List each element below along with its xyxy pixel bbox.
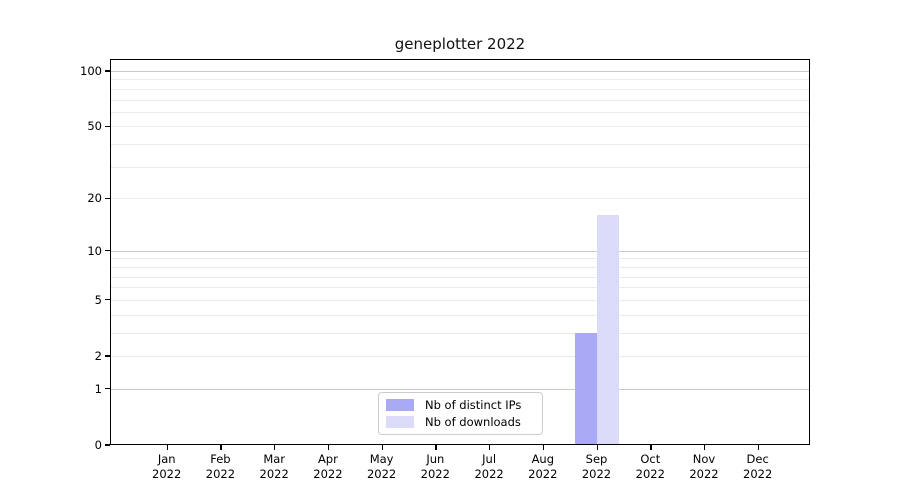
y-tick-label: 100 <box>80 64 102 78</box>
gridline-minor <box>110 144 810 146</box>
y-tick-mark <box>105 299 110 301</box>
x-tick-month: Feb <box>210 452 231 466</box>
gridline-minor <box>110 126 810 128</box>
gridline-major <box>110 388 810 390</box>
x-tick-label: Dec 2022 <box>730 452 786 482</box>
y-tick-mark <box>105 125 110 128</box>
x-tick-year: 2022 <box>528 467 558 481</box>
x-tick-mark <box>650 445 652 450</box>
legend-label-downloads: Nb of downloads <box>425 415 521 429</box>
x-tick-label: Jun 2022 <box>407 452 463 482</box>
x-tick-mark <box>166 445 168 450</box>
x-tick-month: Sep <box>585 452 608 466</box>
legend-swatch-distinct-ips <box>386 399 414 411</box>
x-tick-month: Aug <box>531 452 555 466</box>
x-tick-year: 2022 <box>743 467 773 481</box>
x-tick-month: Apr <box>317 452 338 466</box>
x-tick-label: Nov 2022 <box>676 452 732 482</box>
gridline-minor <box>110 88 810 90</box>
x-tick-year: 2022 <box>366 467 397 481</box>
x-tick-month: May <box>369 452 394 466</box>
y-tick-label: 10 <box>87 243 102 258</box>
x-tick-year: 2022 <box>474 467 504 481</box>
x-tick-year: 2022 <box>313 467 343 481</box>
x-tick-label: Apr 2022 <box>300 452 356 482</box>
gridline-minor <box>110 266 810 268</box>
y-tick-mark <box>105 388 110 390</box>
x-tick-label: Sep 2022 <box>569 452 625 482</box>
x-tick-mark <box>435 445 437 450</box>
x-tick-month: Mar <box>263 452 286 466</box>
plot-frame <box>110 59 810 445</box>
x-tick-mark <box>327 445 330 450</box>
y-tick-label: 1 <box>94 381 102 396</box>
x-tick-month: Nov <box>692 452 716 466</box>
gridline-major <box>110 250 810 252</box>
gridline-minor <box>110 258 810 260</box>
y-tick-label: 50 <box>87 119 102 134</box>
x-tick-mark <box>596 445 598 450</box>
y-tick-mark <box>105 70 110 72</box>
y-tick-mark <box>105 355 110 357</box>
legend: Nb of distinct IPs Nb of downloads <box>378 392 543 435</box>
x-tick-label: Mar 2022 <box>246 452 302 482</box>
gridline-minor <box>110 299 810 301</box>
legend-label-distinct-ips: Nb of distinct IPs <box>425 398 522 412</box>
x-tick-year: 2022 <box>420 467 450 481</box>
gridline-minor <box>110 99 810 101</box>
gridline-major <box>110 71 810 72</box>
y-tick-mark <box>105 197 110 199</box>
gridline-minor <box>110 314 810 316</box>
legend-swatch-downloads <box>386 416 414 428</box>
x-tick-mark <box>542 445 545 450</box>
gridline-minor <box>110 276 810 278</box>
x-tick-mark <box>489 445 491 450</box>
x-tick-year: 2022 <box>581 467 612 481</box>
gridline-minor <box>110 79 810 81</box>
y-tick-mark <box>105 250 110 252</box>
gridline-minor <box>110 332 810 334</box>
gridline-minor <box>110 356 810 357</box>
x-tick-label: Jul 2022 <box>461 452 517 482</box>
x-tick-month: Dec <box>746 452 769 466</box>
x-tick-mark <box>274 445 276 450</box>
y-tick-label: 20 <box>87 191 102 206</box>
y-tick-mark <box>105 444 110 446</box>
x-tick-month: Jan <box>157 452 176 466</box>
x-tick-year: 2022 <box>689 467 719 481</box>
legend-item-downloads: Nb of downloads <box>386 415 542 429</box>
y-tick-label: 5 <box>94 292 102 307</box>
x-tick-label: Jan 2022 <box>139 452 195 482</box>
x-tick-label: Aug 2022 <box>515 452 571 482</box>
x-tick-label: May 2022 <box>354 452 410 482</box>
gridline-minor <box>110 111 810 113</box>
gridline-minor <box>110 287 810 289</box>
x-tick-mark <box>757 445 759 450</box>
x-tick-label: Feb 2022 <box>192 452 248 482</box>
x-tick-month: Oct <box>640 452 661 466</box>
bar-distinct-ips-sep <box>574 332 597 445</box>
x-tick-mark <box>381 445 383 450</box>
x-tick-year: 2022 <box>152 467 182 481</box>
x-tick-year: 2022 <box>205 467 236 481</box>
y-tick-label: 0 <box>94 438 102 452</box>
legend-item-distinct-ips: Nb of distinct IPs <box>386 398 542 412</box>
gridline-minor <box>110 198 810 200</box>
x-tick-year: 2022 <box>635 467 665 481</box>
gridline-minor <box>110 166 810 168</box>
bar-downloads-sep <box>596 215 619 445</box>
x-tick-year: 2022 <box>259 467 289 481</box>
x-tick-label: Oct 2022 <box>622 452 678 482</box>
x-tick-mark <box>220 445 222 450</box>
x-tick-month: Jul <box>482 452 497 466</box>
x-tick-month: Jun <box>426 452 445 466</box>
y-tick-label: 2 <box>94 349 102 363</box>
chart-title: geneplotter 2022 <box>394 35 526 53</box>
x-tick-mark <box>704 445 706 450</box>
